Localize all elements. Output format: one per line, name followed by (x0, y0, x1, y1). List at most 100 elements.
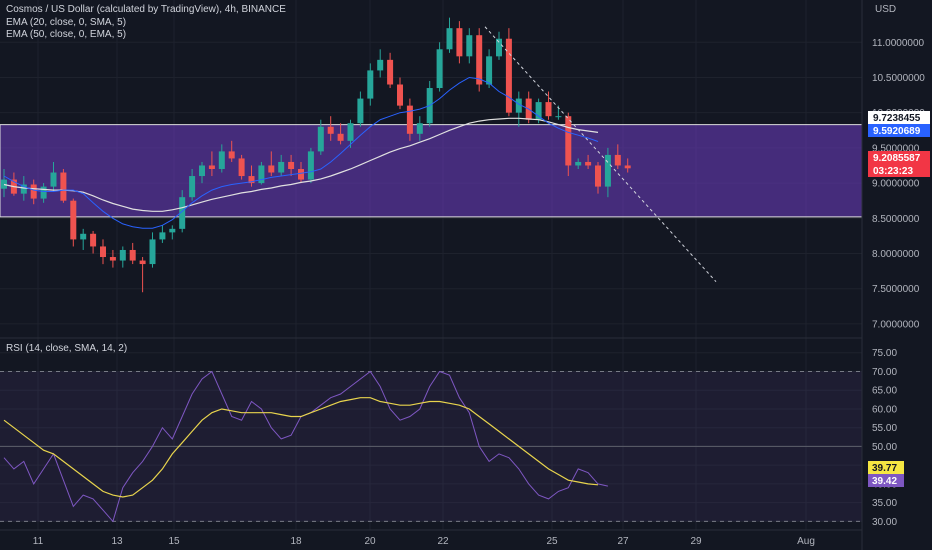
rsi-tick: 75.00 (872, 348, 897, 359)
price-tick: 9.5000000 (872, 143, 920, 154)
rsi-tick: 30.00 (872, 517, 897, 528)
svg-text:9.7238455: 9.7238455 (873, 113, 921, 124)
candle-body (60, 172, 67, 201)
candle-body (377, 59, 384, 71)
time-label: 29 (690, 536, 702, 547)
candle-body (238, 158, 245, 177)
price-tick: 8.5000000 (872, 214, 920, 225)
candle-body (1, 179, 7, 189)
candle-body (486, 56, 493, 85)
support-resistance-zone (0, 124, 863, 218)
ema50-legend[interactable]: EMA (50, close, 0, EMA, 5) (6, 29, 127, 40)
rsi-tick: 55.00 (872, 423, 897, 434)
candle-body (614, 154, 621, 166)
rsi-tick: 70.00 (872, 367, 897, 378)
candle-body (555, 116, 562, 118)
candle-body (515, 98, 522, 113)
price-tick: 11.0000000 (872, 38, 925, 49)
time-label: 20 (364, 536, 376, 547)
candle-body (258, 165, 265, 184)
price-axis-panel[interactable] (862, 0, 932, 550)
candle-body (149, 239, 156, 265)
candle-body (307, 151, 314, 180)
last-price-tag: 9.2085587 03:23:23 (868, 151, 930, 177)
candle-body (436, 49, 443, 89)
svg-text:9.2085587: 9.2085587 (873, 153, 921, 164)
time-label: 13 (111, 536, 123, 547)
rsi-value-tag: 39.42 (868, 474, 904, 487)
candle-body (30, 184, 37, 199)
candle-body (446, 28, 453, 50)
price-tick: 10.5000000 (872, 73, 925, 84)
ema20-price-tag: 9.5920689 (868, 124, 930, 137)
rsi-tick: 50.00 (872, 442, 897, 453)
candle-body (199, 165, 205, 177)
time-label: 25 (546, 536, 558, 547)
candle-body (575, 161, 582, 166)
rsi-tick: 60.00 (872, 404, 897, 415)
candle-body (70, 200, 77, 240)
rsi-legend[interactable]: RSI (14, close, SMA, 14, 2) (6, 343, 128, 354)
candle-body (466, 35, 473, 57)
candle-body (585, 161, 592, 166)
time-label: 15 (168, 536, 180, 547)
candle-body (20, 184, 27, 194)
candle-body (119, 249, 126, 261)
rsi-ma-line (3, 397, 599, 498)
time-label: 27 (617, 536, 629, 547)
svg-text:39.42: 39.42 (872, 476, 897, 487)
candle-body (90, 233, 97, 247)
candle-body (327, 126, 334, 134)
candle-body (337, 133, 344, 141)
rsi-ma-value-tag: 39.77 (868, 461, 904, 474)
candle-body (476, 35, 483, 85)
candle-body (278, 161, 285, 173)
candle-body (496, 38, 502, 57)
candle-body (535, 102, 542, 120)
candle-body (40, 186, 47, 199)
price-tick: 7.0000000 (872, 319, 920, 330)
time-axis-labels: 11 13 15 18 20 22 25 27 29 Aug (33, 536, 815, 547)
candle-body (456, 28, 463, 57)
candle-body (248, 176, 255, 184)
price-tick: 7.5000000 (872, 284, 920, 295)
candle-body (228, 151, 235, 159)
svg-text:03:23:23: 03:23:23 (873, 166, 913, 177)
candle-body (604, 154, 611, 187)
candle-body (159, 232, 166, 240)
ema20-legend[interactable]: EMA (20, close, 0, SMA, 5) (6, 17, 127, 28)
candle-body (387, 59, 394, 85)
svg-text:39.77: 39.77 (872, 463, 897, 474)
time-label: 18 (290, 536, 302, 547)
candle-body (208, 165, 215, 169)
candle-body (595, 165, 601, 187)
time-label: 22 (437, 536, 449, 547)
candle-body (367, 70, 374, 99)
svg-text:9.5920689: 9.5920689 (873, 126, 921, 137)
candle-body (50, 172, 57, 187)
rsi-tick: 35.00 (872, 498, 897, 509)
candle-body (406, 105, 413, 134)
candle-body (139, 260, 146, 265)
candle-body (169, 228, 176, 233)
chart-title[interactable]: Cosmos / US Dollar (calculated by Tradin… (6, 4, 286, 15)
candle-body (109, 257, 116, 261)
price-tick: 8.0000000 (872, 249, 920, 260)
candle-body (100, 246, 106, 258)
time-label: Aug (797, 536, 815, 547)
currency-label: USD (875, 4, 896, 15)
ema20-line (3, 76, 599, 229)
price-tick: 9.0000000 (872, 179, 920, 190)
candle-body (347, 123, 354, 141)
price-axis-ticks: 11.000000010.500000010.00000009.50000009… (872, 38, 925, 331)
candle-body (357, 98, 364, 124)
rsi-tick: 65.00 (872, 386, 897, 397)
candle-body (565, 116, 572, 166)
candle-body (317, 126, 324, 152)
candle-body (624, 165, 631, 169)
candle-body (505, 38, 512, 113)
time-label: 11 (33, 536, 44, 547)
candle-body (179, 197, 186, 229)
